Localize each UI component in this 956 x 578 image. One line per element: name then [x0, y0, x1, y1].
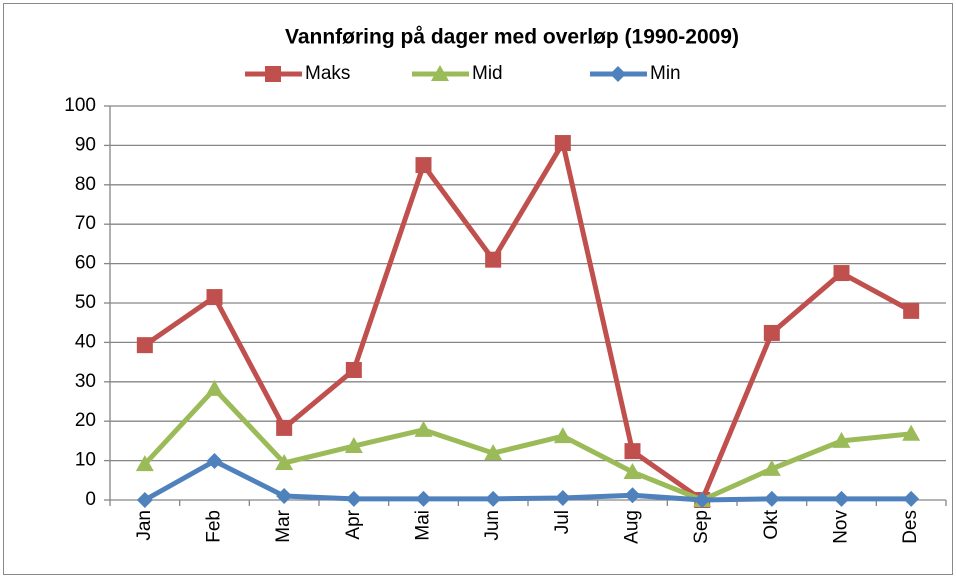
data-point [624, 487, 641, 504]
x-tick-label: Aug [622, 510, 643, 544]
data-point [136, 492, 153, 508]
data-point [554, 135, 571, 152]
x-tick-label: Apr [343, 509, 364, 539]
legend-label: Maks [305, 63, 350, 84]
data-point [136, 337, 153, 354]
x-tick-label: Nov [831, 510, 852, 544]
data-point [206, 289, 223, 306]
data-point [275, 453, 294, 470]
x-tick-label: Feb [204, 510, 225, 543]
data-point [833, 490, 850, 507]
x-tick-label: Sep [691, 510, 712, 544]
y-tick-label: 50 [75, 292, 96, 313]
y-tick-label: 30 [75, 371, 96, 392]
data-point [415, 157, 432, 174]
legend-label: Mid [472, 63, 503, 84]
data-point [344, 437, 363, 454]
x-tick-label: Jan [134, 510, 155, 541]
data-point [485, 490, 502, 507]
y-tick-label: 90 [75, 134, 96, 155]
data-point [345, 490, 362, 507]
y-tick-label: 10 [75, 450, 96, 471]
data-point [553, 427, 572, 444]
y-tick-label: 70 [75, 213, 96, 234]
data-point [554, 490, 571, 507]
x-tick-label: Mar [273, 509, 294, 542]
data-point [345, 361, 362, 378]
legend-marker [610, 66, 626, 82]
series-line [143, 140, 913, 503]
data-point [415, 490, 432, 507]
data-point [694, 492, 711, 508]
legend-marker [265, 66, 281, 82]
y-tick-label: 80 [75, 174, 96, 195]
data-point [206, 452, 223, 469]
y-tick-label: 60 [75, 253, 96, 274]
data-point [832, 431, 851, 448]
data-point [903, 490, 920, 507]
y-tick-label: 100 [64, 95, 96, 116]
data-point [763, 490, 780, 507]
y-tick-label: 20 [75, 410, 96, 431]
data-point [903, 302, 920, 319]
data-point [833, 265, 850, 282]
series-line [143, 458, 912, 503]
data-point [484, 444, 503, 461]
x-tick-label: Okt [761, 509, 782, 539]
data-point [414, 420, 433, 437]
series-line [142, 386, 912, 503]
legend-label: Min [650, 63, 681, 84]
data-point [624, 443, 641, 460]
data-point [276, 419, 293, 436]
y-tick-label: 0 [85, 489, 96, 510]
y-tick-label: 40 [75, 331, 96, 352]
x-tick-label: Jul [552, 510, 573, 534]
x-tick-label: Jun [482, 510, 503, 541]
data-point [205, 379, 224, 396]
data-point [762, 459, 781, 476]
data-point [902, 424, 921, 441]
data-point [135, 455, 154, 472]
data-point [763, 324, 780, 341]
chart-title: Vannføring på dager med overløp (1990-20… [285, 26, 739, 49]
data-point [485, 251, 502, 268]
chart-frame [3, 3, 953, 575]
data-point [276, 488, 293, 505]
x-tick-label: Des [900, 510, 921, 544]
data-point [623, 463, 642, 480]
legend-marker [431, 65, 449, 81]
x-tick-label: Mai [413, 510, 434, 541]
